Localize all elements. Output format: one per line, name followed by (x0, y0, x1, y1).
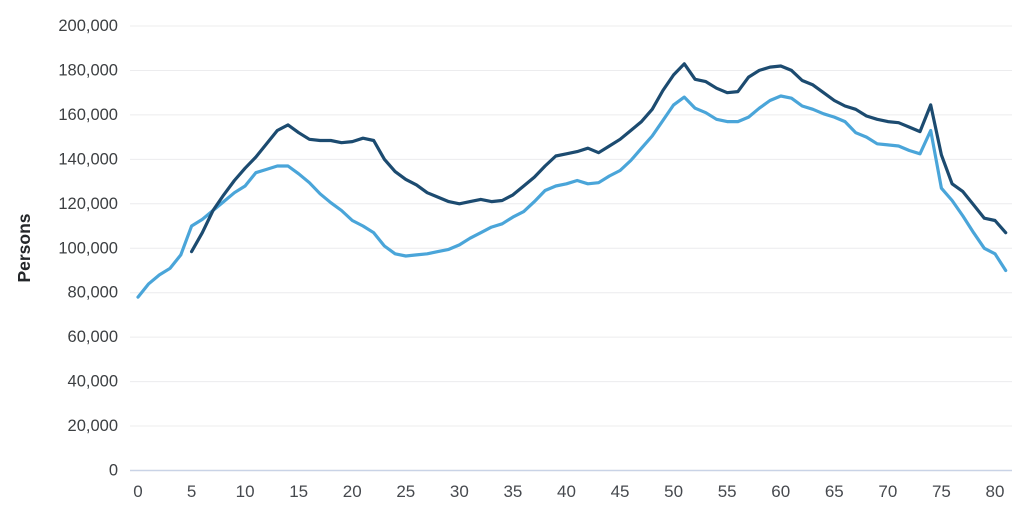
y-axis-tick-label: 180,000 (58, 61, 118, 79)
x-axis-tick-label: 10 (236, 482, 255, 501)
x-axis-tick-label: 30 (450, 482, 469, 501)
x-axis-tick-label: 65 (825, 482, 844, 501)
x-axis-tick-label: 35 (503, 482, 522, 501)
y-axis-tick-label: 0 (109, 462, 118, 480)
y-axis-tick-label: 40,000 (68, 373, 118, 391)
x-axis-tick-label: 55 (718, 482, 737, 501)
x-axis-tick-label: 70 (878, 482, 897, 501)
x-axis-tick-label: 5 (187, 482, 196, 501)
y-axis-tick-label: 200,000 (58, 17, 118, 35)
x-axis-tick-label: 80 (986, 482, 1005, 501)
dark-blue-series-line (190, 62, 1008, 254)
x-axis-tick-label: 0 (133, 482, 142, 501)
x-axis-tick-label: 45 (611, 482, 630, 501)
x-axis-tick-label: 20 (343, 482, 362, 501)
x-axis-tick-label: 60 (771, 482, 790, 501)
y-axis-tick-label: 20,000 (68, 417, 118, 435)
y-axis-title: Persons (14, 213, 34, 282)
x-axis-tick-label: 15 (289, 482, 308, 501)
y-axis-tick-label: 80,000 (68, 284, 118, 302)
y-axis-tick-label: 60,000 (68, 328, 118, 346)
y-axis-tick-label: 160,000 (58, 106, 118, 124)
x-axis-tick-label: 25 (396, 482, 415, 501)
y-axis-tick-label: 120,000 (58, 195, 118, 213)
x-axis-tick-label: 40 (557, 482, 576, 501)
light-blue-series-line (136, 94, 1008, 299)
x-axis-tick-label: 75 (932, 482, 951, 501)
y-axis-tick-label: 140,000 (58, 150, 118, 168)
x-axis-tick-label: 50 (664, 482, 683, 501)
y-axis-tick-label: 100,000 (58, 239, 118, 257)
